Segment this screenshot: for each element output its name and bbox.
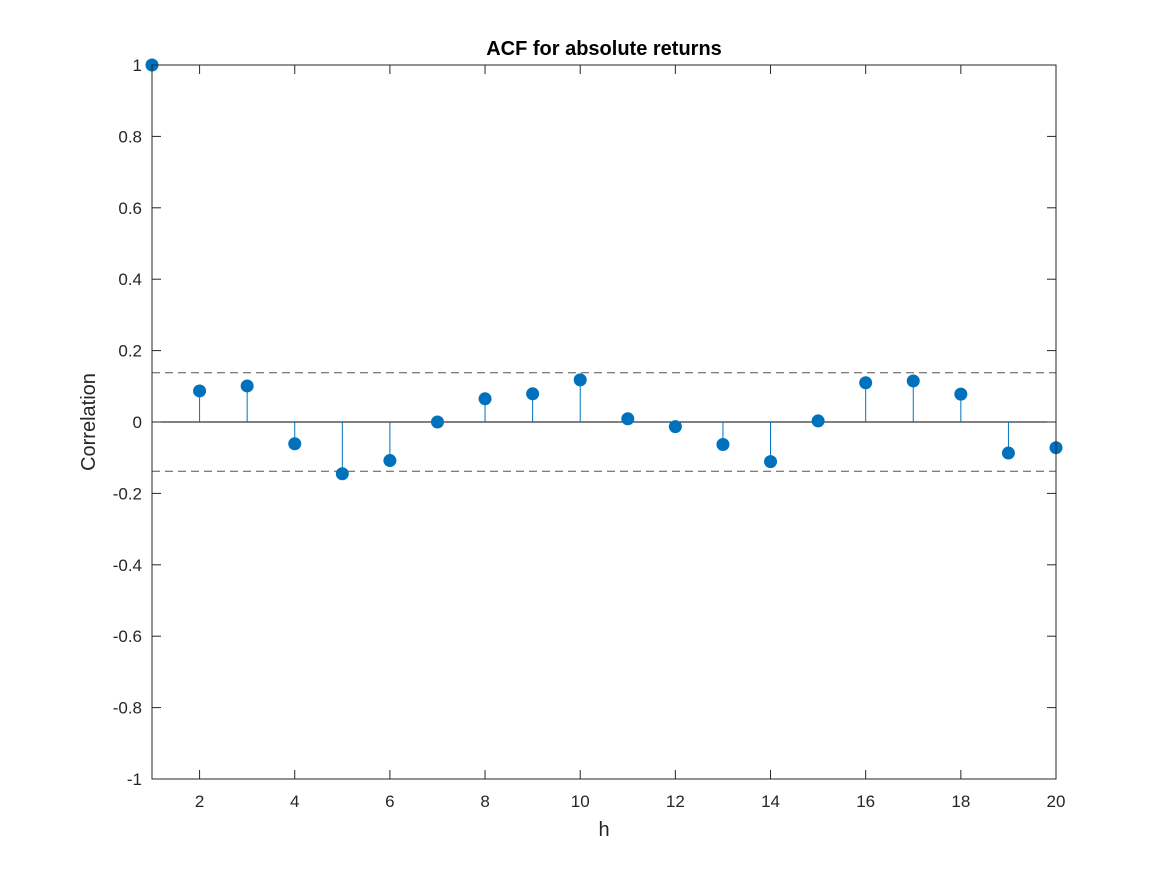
stem-marker xyxy=(383,454,397,468)
stem-marker xyxy=(478,392,492,406)
y-tick-label: -0.6 xyxy=(113,627,142,646)
stem-marker xyxy=(668,420,682,434)
stem-lag-15 xyxy=(811,414,825,428)
stem-lag-10 xyxy=(573,373,587,422)
stem-lag-8 xyxy=(478,392,492,422)
x-axis-label: h xyxy=(598,819,609,841)
x-tick-label: 16 xyxy=(856,792,875,811)
stem-marker xyxy=(240,379,254,393)
stem-marker xyxy=(716,437,730,451)
stem-lag-5 xyxy=(335,422,349,481)
y-tick-label: 0.4 xyxy=(118,270,142,289)
stem-lag-6 xyxy=(383,422,397,468)
x-tick-label: 12 xyxy=(666,792,685,811)
confidence-bounds xyxy=(152,372,1056,472)
stem-lag-18 xyxy=(954,387,968,422)
y-axis-label: Correlation xyxy=(78,373,100,471)
y-tick-label: 1 xyxy=(133,56,142,75)
stem-lag-13 xyxy=(716,422,730,451)
stem-lag-4 xyxy=(288,422,302,451)
stem-marker xyxy=(1001,446,1015,460)
stem-marker xyxy=(430,415,444,429)
x-tick-label: 10 xyxy=(571,792,590,811)
stem-marker xyxy=(621,412,635,426)
stem-lag-7 xyxy=(430,415,444,429)
stem-marker xyxy=(811,414,825,428)
stem-lag-17 xyxy=(906,374,920,422)
chart-title: ACF for absolute returns xyxy=(486,38,722,60)
stem-lag-16 xyxy=(859,376,873,422)
stem-lag-12 xyxy=(668,420,682,434)
y-tick-label: -1 xyxy=(127,770,142,789)
x-tick-label: 18 xyxy=(951,792,970,811)
stem-lag-3 xyxy=(240,379,254,422)
stem-marker xyxy=(288,437,302,451)
x-tick-label: 8 xyxy=(480,792,489,811)
stem-lag-2 xyxy=(193,384,207,422)
x-tick-label: 20 xyxy=(1047,792,1066,811)
stem-lag-19 xyxy=(1001,422,1015,460)
x-tick-label: 6 xyxy=(385,792,394,811)
x-tick-label: 14 xyxy=(761,792,780,811)
y-tick-label: -0.8 xyxy=(113,699,142,718)
stem-marker xyxy=(573,373,587,387)
stem-marker xyxy=(335,467,349,481)
stem-lag-9 xyxy=(526,387,540,422)
stem-lag-11 xyxy=(621,412,635,426)
y-axis-ticks: -1 -0.8 -0.6 -0.4 -0.2 0 0.2 0.4 0.6 0.8 1 xyxy=(113,56,1056,789)
stem-marker xyxy=(764,455,778,469)
y-tick-label: 0.8 xyxy=(118,127,142,146)
y-tick-label: -0.2 xyxy=(113,484,142,503)
x-tick-label: 4 xyxy=(290,792,299,811)
stem-lag-14 xyxy=(764,422,778,469)
y-tick-label: 0.2 xyxy=(118,342,142,361)
y-tick-label: -0.4 xyxy=(113,556,142,575)
stem-marker xyxy=(859,376,873,390)
x-axis-ticks: 2 4 6 8 10 12 14 16 18 20 xyxy=(195,65,1066,811)
stem-marker xyxy=(526,387,540,401)
stem-marker xyxy=(193,384,207,398)
y-tick-label: 0.6 xyxy=(118,199,142,218)
x-tick-label: 2 xyxy=(195,792,204,811)
y-tick-label: 0 xyxy=(133,413,142,432)
stem-marker xyxy=(954,387,968,401)
stem-marker xyxy=(906,374,920,388)
